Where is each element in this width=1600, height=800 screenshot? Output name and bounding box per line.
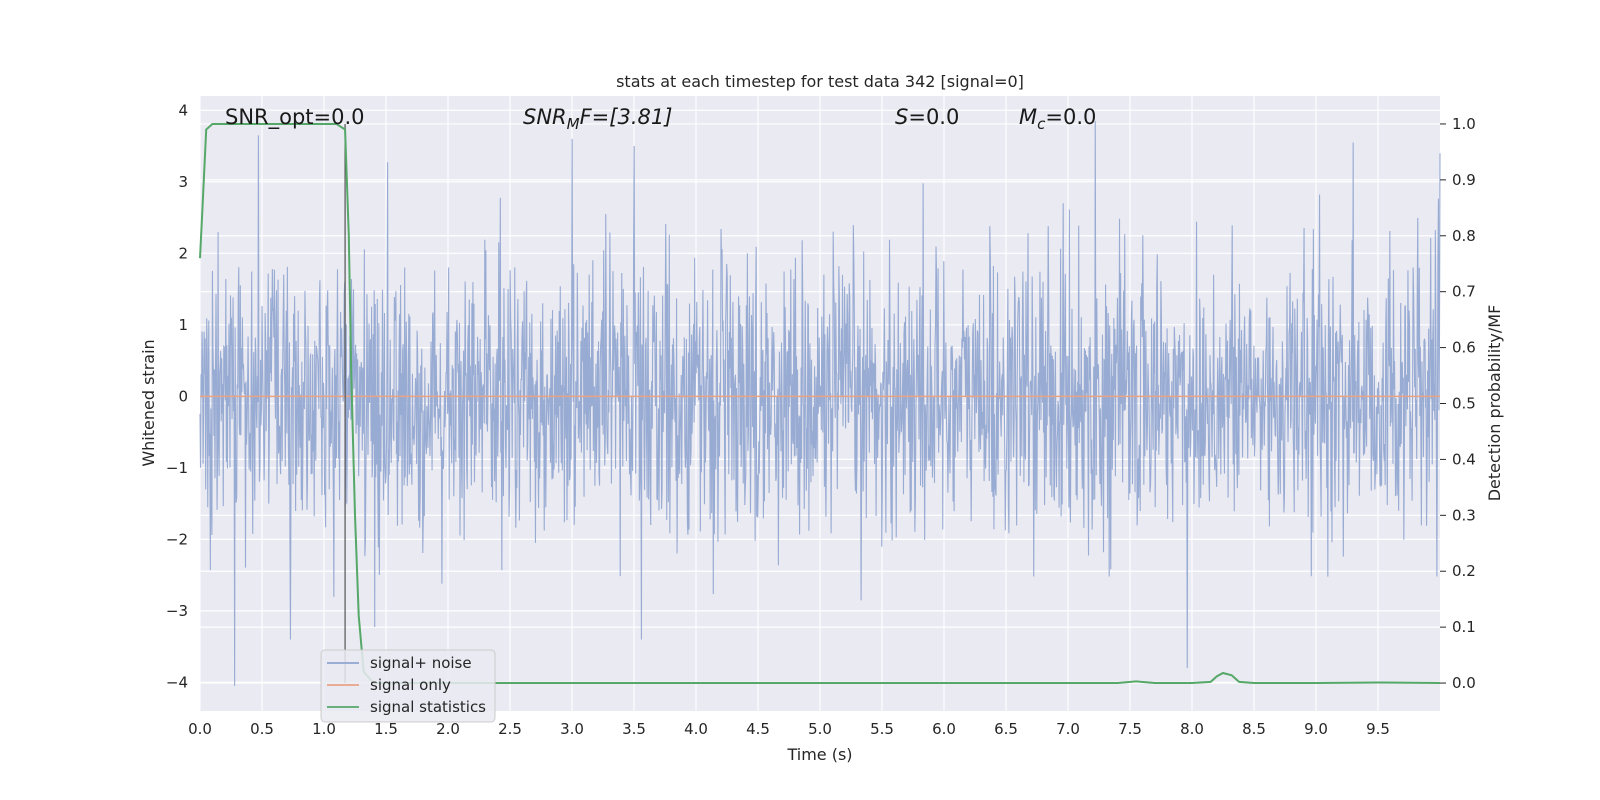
x-tick-label: 5.5 bbox=[870, 720, 894, 738]
noise-series bbox=[199, 121, 1441, 686]
y-right-tick-label: 0.1 bbox=[1452, 618, 1476, 636]
annotation-mc-rest: =0.0 bbox=[1045, 105, 1096, 129]
y-right-tick-label: 0.6 bbox=[1452, 339, 1476, 357]
x-tick-label: 2.5 bbox=[498, 720, 522, 738]
y-left-tick-label: 3 bbox=[178, 173, 188, 191]
chart-title: stats at each timestep for test data 342… bbox=[616, 72, 1024, 91]
annotations: SNR_opt=0.0 SNRMF=[3.81] S=0.0 Mc=0.0 bbox=[225, 105, 1096, 133]
x-tick-label: 4.0 bbox=[684, 720, 708, 738]
annotation-snr-opt: SNR_opt=0.0 bbox=[225, 105, 365, 130]
legend-label-statistics: signal statistics bbox=[370, 698, 486, 716]
y-left-tick-label: −3 bbox=[166, 602, 188, 620]
y-right-axis-label: Detection probability/MF bbox=[1485, 305, 1504, 502]
x-tick-label: 1.0 bbox=[312, 720, 336, 738]
annotation-snr-mf: SNRMF=[3.81] bbox=[523, 105, 672, 133]
y-right-tick-label: 0.7 bbox=[1452, 283, 1476, 301]
x-tick-label: 9.5 bbox=[1366, 720, 1390, 738]
y-left-tick-label: 2 bbox=[178, 244, 188, 262]
y-right-tick-label: 0.5 bbox=[1452, 395, 1476, 413]
y-right-tick-label: 0.3 bbox=[1452, 506, 1476, 524]
y-left-tick-label: −4 bbox=[166, 673, 188, 691]
annotation-s-rest: =0.0 bbox=[908, 105, 959, 129]
annotation-s-main: S bbox=[895, 105, 908, 129]
y-left-tick-label: −2 bbox=[166, 530, 188, 548]
x-tick-label: 8.5 bbox=[1242, 720, 1266, 738]
annotation-mc-main: M bbox=[1019, 105, 1037, 129]
annotation-mc-sub: c bbox=[1037, 115, 1046, 133]
y-right-tick-label: 0.4 bbox=[1452, 450, 1476, 468]
y-right-tick-label: 0.2 bbox=[1452, 562, 1476, 580]
x-tick-label: 8.0 bbox=[1180, 720, 1204, 738]
x-tick-label: 4.5 bbox=[746, 720, 770, 738]
x-tick-label: 9.0 bbox=[1304, 720, 1328, 738]
x-tick-label: 6.0 bbox=[932, 720, 956, 738]
x-tick-label: 3.5 bbox=[622, 720, 646, 738]
legend-label-noise: signal+ noise bbox=[370, 654, 472, 672]
x-tick-label: 6.5 bbox=[994, 720, 1018, 738]
y-left-tick-label: −1 bbox=[166, 459, 188, 477]
x-tick-label: 7.0 bbox=[1056, 720, 1080, 738]
x-tick-label: 5.0 bbox=[808, 720, 832, 738]
y-right-tick-label: 0.8 bbox=[1452, 227, 1476, 245]
y-left-tick-label: 0 bbox=[178, 387, 188, 405]
y-right-tick-label: 0.9 bbox=[1452, 171, 1476, 189]
y-left-tick-label: 1 bbox=[178, 316, 188, 334]
y-right-axis-ticks: 1.0 0.9 0.8 0.7 0.6 0.5 0.4 0.3 0.2 0.1 0.0 bbox=[1440, 115, 1476, 692]
x-tick-label: 0.5 bbox=[250, 720, 274, 738]
y-right-tick-label: 1.0 bbox=[1452, 115, 1476, 133]
y-right-tick-label: 0.0 bbox=[1452, 674, 1476, 692]
annotation-mc: Mc=0.0 bbox=[1019, 105, 1096, 133]
annotation-snr-mf-rest: F=[3.81] bbox=[580, 105, 673, 129]
x-tick-label: 2.0 bbox=[436, 720, 460, 738]
annotation-s: S=0.0 bbox=[895, 105, 959, 129]
y-left-tick-label: 4 bbox=[178, 101, 188, 119]
y-left-axis-label: Whitened strain bbox=[139, 339, 158, 466]
annotation-snr-mf-main: SNR bbox=[523, 105, 567, 129]
annotation-snr-mf-sub: M bbox=[567, 115, 580, 133]
y-left-axis-ticks: 4 3 2 1 0 −1 −2 −3 −4 bbox=[166, 101, 188, 691]
x-axis-ticks: 0.0 0.5 1.0 1.5 2.0 2.5 3.0 3.5 4.0 4.5 5.0 5.5 6.0 6… bbox=[188, 720, 1390, 738]
x-tick-label: 3.0 bbox=[560, 720, 584, 738]
x-tick-label: 7.5 bbox=[1118, 720, 1142, 738]
legend-label-signal-only: signal only bbox=[370, 676, 451, 694]
series-signal-noise bbox=[199, 121, 1441, 686]
legend: signal+ noise signal only signal statist… bbox=[320, 649, 496, 723]
x-axis-label: Time (s) bbox=[786, 745, 852, 764]
x-tick-label: 0.0 bbox=[188, 720, 212, 738]
legend-box bbox=[320, 649, 496, 723]
x-tick-label: 1.5 bbox=[374, 720, 398, 738]
